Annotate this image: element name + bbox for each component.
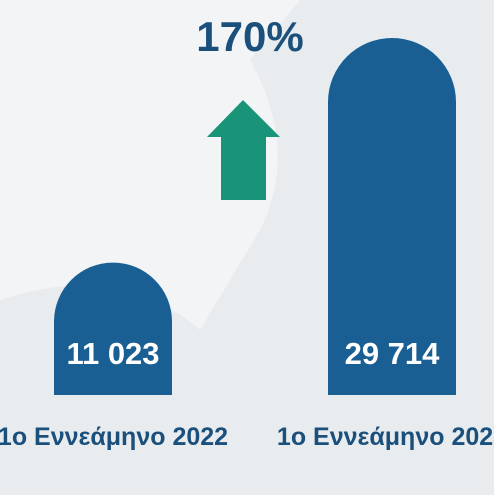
category-label: 1ο Εννεάμηνο 2022 [0,423,229,451]
bar [328,38,456,395]
value-label: 29 714 [345,336,441,371]
annotation: 170% [196,13,303,60]
arrow [207,100,280,200]
value-label: 11 023 [66,336,159,371]
category-label: 1ο Εννεάμηνο 2023 [276,423,494,451]
bar [54,262,172,395]
